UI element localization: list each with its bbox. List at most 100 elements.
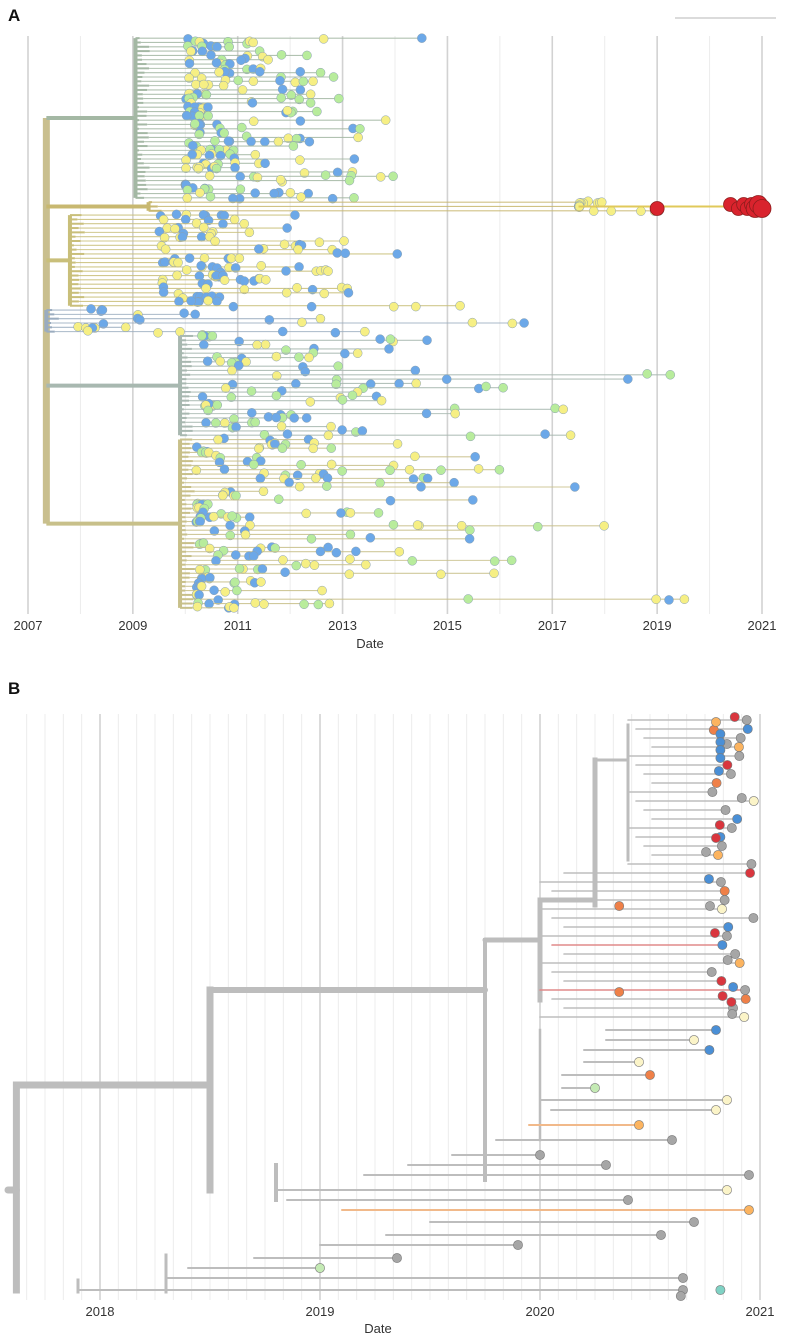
tip-yellow: [158, 214, 169, 225]
tip-green: [250, 417, 261, 428]
tip-yellow: [226, 253, 237, 263]
tip-blue: [365, 533, 376, 543]
tip-blue: [623, 374, 633, 384]
tip-blue: [184, 58, 195, 69]
tip-green: [203, 111, 213, 121]
tip-yellow: [412, 520, 423, 530]
tip-blue: [742, 724, 753, 734]
tip-yellow: [588, 206, 599, 216]
tip-green: [294, 352, 304, 362]
tip-blue: [86, 304, 96, 314]
tip-blue: [188, 140, 198, 151]
tip-blue: [135, 315, 145, 325]
tip-yellow: [299, 168, 310, 178]
tip-grey: [716, 877, 726, 887]
tip-grey: [701, 847, 711, 857]
tip-red: [711, 833, 721, 843]
tip-grey: [392, 1253, 402, 1263]
tip-green: [231, 490, 241, 501]
tip-yellow: [192, 601, 203, 612]
tip-blue: [158, 287, 169, 297]
tip-yellow: [275, 174, 286, 185]
tip-green: [190, 119, 200, 129]
tip-light-orange: [734, 958, 745, 968]
tip-blue: [223, 136, 234, 146]
tip-blue: [540, 429, 550, 439]
tip-yellow: [295, 155, 305, 165]
tip-yellow: [375, 172, 386, 182]
tip-yellow: [191, 465, 202, 476]
tip-teal: [715, 1285, 726, 1295]
tip-yellow: [271, 351, 282, 362]
tip-blue: [417, 33, 427, 43]
tip-blue: [236, 55, 246, 66]
tip-blue: [292, 470, 303, 481]
tip-blue: [255, 66, 265, 77]
tip-green: [375, 478, 385, 488]
tip-blue: [199, 340, 209, 350]
tip-blue: [228, 193, 238, 204]
tip-green: [345, 529, 356, 540]
tip-yellow: [309, 560, 320, 570]
tip-light-orange: [734, 742, 744, 752]
tip-blue: [291, 379, 301, 389]
tip-grey: [735, 733, 746, 743]
tip-light-orange: [711, 717, 721, 727]
panel-b-x-axis-title: Date: [364, 1321, 391, 1336]
tip-yellow: [160, 244, 171, 254]
tip-blue: [421, 408, 432, 419]
tip-blue: [234, 336, 244, 347]
tip-cream: [748, 796, 759, 806]
tip-grey: [716, 841, 727, 851]
tip-yellow: [196, 581, 207, 592]
tip-blue: [711, 1025, 721, 1035]
tip-blue: [196, 260, 206, 271]
tip-blue: [728, 982, 739, 992]
tip-red: [726, 997, 737, 1007]
tip-green: [337, 395, 348, 405]
tip-yellow: [467, 317, 478, 328]
tip-yellow: [456, 520, 467, 531]
tip-green: [273, 494, 284, 504]
tip-yellow: [305, 397, 316, 407]
tip-green: [302, 50, 312, 61]
tip-blue: [717, 940, 728, 950]
tip-yellow: [237, 85, 248, 95]
tip-blue: [97, 305, 108, 315]
tip-yellow: [220, 587, 230, 597]
tip-yellow: [314, 237, 325, 248]
tip-yellow: [214, 67, 224, 77]
tip-blue: [230, 263, 241, 273]
tip-yellow: [199, 79, 209, 90]
tip-grey: [678, 1273, 688, 1283]
tip-yellow: [153, 328, 163, 338]
tip-yellow: [606, 206, 616, 216]
tip-blue: [248, 551, 259, 561]
tip-yellow: [159, 232, 170, 243]
tip-yellow: [258, 486, 269, 497]
tip-green: [270, 543, 280, 553]
tip-blue: [211, 556, 221, 566]
x-tick-label: 2011: [224, 618, 252, 633]
tip-blue: [295, 116, 306, 126]
tip-yellow: [394, 546, 405, 557]
panel-b-x-axis: 2018 2019 2020 2021: [86, 1304, 775, 1319]
tip-orange: [645, 1070, 655, 1080]
tip-blue: [295, 66, 306, 77]
tip-yellow: [281, 287, 292, 298]
tip-green: [271, 390, 282, 401]
tip-blue: [197, 392, 208, 402]
tip-blue: [714, 766, 724, 776]
tip-yellow: [679, 594, 690, 604]
tip-blue: [206, 50, 216, 60]
tip-light-orange: [634, 1120, 644, 1130]
tip-blue: [732, 814, 743, 824]
tip-blue: [294, 262, 304, 272]
tip-green: [225, 530, 236, 541]
tip-blue: [704, 1045, 715, 1055]
tip-blue: [244, 512, 255, 522]
tip-blue: [464, 534, 475, 544]
tip-cream: [739, 1012, 750, 1022]
tip-green: [506, 555, 517, 566]
tip-blue: [154, 226, 165, 237]
